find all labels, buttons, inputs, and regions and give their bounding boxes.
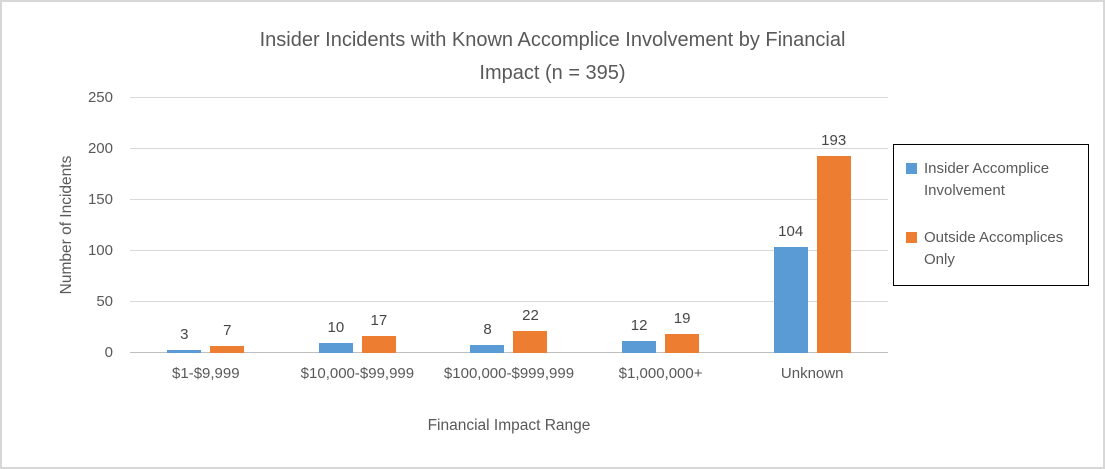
bar-column: 12	[622, 316, 657, 353]
y-tick-label: 250	[87, 89, 113, 106]
gridline	[130, 97, 888, 98]
bar	[470, 344, 505, 353]
x-tick-label: $100,000-$999,999	[443, 365, 575, 382]
bar	[665, 333, 700, 353]
legend: Insider Accomplice Involvement Outside Ac…	[893, 144, 1089, 286]
bar-value-label: 22	[522, 306, 539, 324]
bar-value-label: 12	[630, 316, 648, 334]
bar	[622, 340, 657, 353]
gridline	[130, 301, 888, 302]
y-tick-label: 100	[87, 242, 113, 259]
bar	[816, 156, 851, 353]
legend-swatch	[906, 232, 917, 243]
bar	[773, 246, 808, 353]
bar-column: 104	[773, 222, 808, 353]
bar-value-label: 7	[223, 321, 232, 339]
bar-value-label: 17	[370, 311, 388, 329]
gridline	[130, 148, 888, 149]
x-tick-label: $1,000,000+	[618, 365, 703, 382]
bar	[167, 349, 202, 353]
bar-column: 22	[513, 306, 548, 353]
bar-group: 104 193	[736, 98, 888, 353]
y-tick-label: 200	[87, 140, 113, 157]
bar-column: 8	[470, 320, 505, 353]
bar-column: 17	[361, 311, 396, 353]
bar-value-label: 10	[327, 318, 345, 336]
y-tick-labels: 0 50 100 150 200 250	[2, 89, 113, 361]
bar	[513, 330, 548, 353]
x-tick-label: Unknown	[780, 365, 844, 382]
y-tick-label: 150	[87, 191, 113, 208]
bar	[318, 342, 353, 353]
bar-value-label: 8	[483, 320, 492, 338]
bar-group: 10 17	[282, 98, 434, 353]
gridline	[130, 250, 888, 251]
y-tick-label: 50	[96, 293, 113, 310]
bar	[361, 335, 396, 353]
bar-group: 12 19	[585, 98, 737, 353]
legend-entry: Insider Accomplice Involvement	[906, 158, 1082, 202]
bar	[210, 345, 245, 353]
legend-swatch	[906, 163, 917, 174]
legend-label: Outside Accomplices Only	[924, 229, 1064, 268]
bar-groups: 3 7 10 17 8 22 12 19 104 193	[130, 98, 888, 353]
bar-column: 3	[167, 325, 202, 353]
x-tick-label: $10,000-$99,999	[300, 365, 415, 382]
y-tick-label: 0	[104, 344, 113, 361]
x-axis-line	[130, 352, 888, 353]
gridline	[130, 199, 888, 200]
bar-value-label: 104	[778, 222, 804, 240]
chart-title-line1: Insider Incidents with Known Accomplice …	[259, 29, 846, 51]
x-axis-title: Financial Impact Range	[427, 417, 591, 434]
bar-column: 193	[816, 132, 851, 353]
plot-area: 3 7 10 17 8 22 12 19 104 193	[130, 97, 888, 353]
x-tick-labels: $1-$9,999 $10,000-$99,999 $100,000-$999,99…	[130, 365, 888, 382]
bar-group: 8 22	[433, 98, 585, 353]
bar-column: 19	[665, 309, 700, 353]
bar-value-label: 19	[673, 309, 691, 327]
bar-column: 7	[210, 321, 245, 353]
chart-title: Insider Incidents with Known Accomplice …	[2, 24, 1103, 90]
x-tick-label: $1-$9,999	[172, 365, 240, 382]
legend-label: Insider Accomplice Involvement	[924, 160, 1050, 199]
bar-value-label: 3	[180, 325, 189, 343]
legend-entry: Outside Accomplices Only	[906, 227, 1082, 271]
bar-value-label: 193	[821, 132, 847, 150]
bar-column: 10	[318, 318, 353, 353]
chart-title-line2: Impact (n = 395)	[479, 62, 626, 84]
